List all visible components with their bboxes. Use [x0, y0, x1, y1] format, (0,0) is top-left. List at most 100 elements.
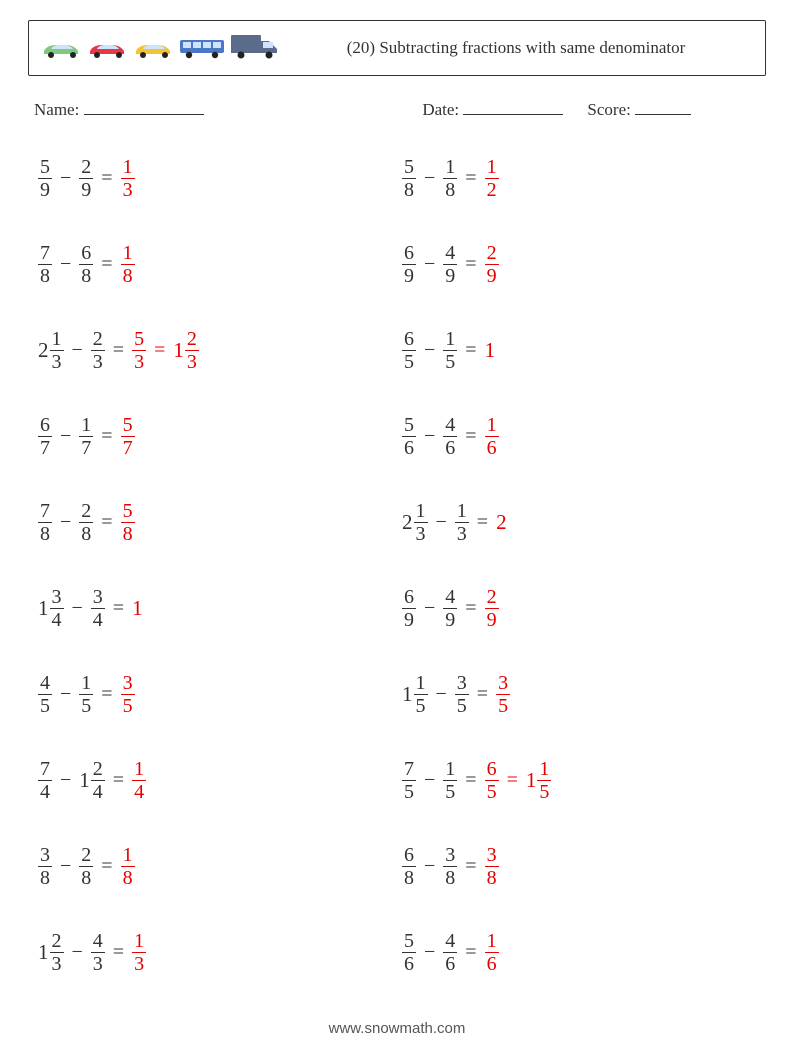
equals-sign: = [105, 598, 132, 618]
answer-integer: 2 [496, 512, 507, 533]
problem-row: 74−124=14 [38, 756, 402, 804]
problem-row: 134−34=1 [38, 584, 402, 632]
fraction: 13 [414, 500, 428, 545]
answer-integer: 1 [485, 340, 496, 361]
equals-sign: = [93, 426, 120, 446]
header-box: (20) Subtracting fractions with same den… [28, 20, 766, 76]
car-icon [179, 37, 225, 64]
name-label: Name: [34, 100, 79, 119]
fraction: 12 [485, 156, 499, 201]
fraction: 56 [402, 930, 416, 975]
equals-sign: = [457, 770, 484, 790]
fraction: 23 [185, 328, 199, 373]
fraction: 65 [485, 758, 499, 803]
footer-url: www.snowmath.com [0, 1020, 794, 1037]
equals-sign: = [93, 856, 120, 876]
whole-part: 1 [38, 942, 50, 963]
fraction: 29 [79, 156, 93, 201]
problem-row: 65−15=1 [402, 326, 766, 374]
minus-op: − [416, 856, 443, 876]
car-icon [229, 33, 279, 64]
equals-sign: = [93, 168, 120, 188]
problem-row: 213−23=53=123 [38, 326, 402, 374]
equals-sign: = [457, 426, 484, 446]
fraction: 13 [455, 500, 469, 545]
name-field: Name: [34, 98, 422, 120]
meta-row: Name: Date: Score: [34, 98, 760, 120]
fraction: 38 [485, 844, 499, 889]
fraction: 28 [79, 844, 93, 889]
fraction: 29 [485, 242, 499, 287]
fraction: 69 [402, 242, 416, 287]
minus-op: − [416, 254, 443, 274]
fraction: 16 [485, 414, 499, 459]
whole-part: 1 [402, 684, 414, 705]
equals-sign: = [457, 942, 484, 962]
equals-sign: = [457, 340, 484, 360]
fraction: 34 [91, 586, 105, 631]
problem-row: 69−49=29 [402, 584, 766, 632]
fraction: 49 [443, 586, 457, 631]
whole-part: 2 [38, 340, 50, 361]
fraction: 15 [537, 758, 551, 803]
fraction: 38 [38, 844, 52, 889]
fraction: 17 [79, 414, 93, 459]
minus-op: − [416, 340, 443, 360]
fraction: 56 [402, 414, 416, 459]
equals-sign: = [105, 942, 132, 962]
minus-op: − [428, 512, 455, 532]
car-icon [41, 41, 83, 64]
cars-decoration [41, 33, 279, 64]
problems-col-left: 59−29=1378−68=18213−23=53=12367−17=5778−… [28, 154, 402, 976]
problem-row: 68−38=38 [402, 842, 766, 890]
minus-op: − [416, 426, 443, 446]
fraction: 28 [79, 500, 93, 545]
fraction: 24 [91, 758, 105, 803]
problem-row: 58−18=12 [402, 154, 766, 202]
fraction: 75 [402, 758, 416, 803]
equals-sign: = [146, 340, 173, 360]
fraction: 58 [121, 500, 135, 545]
name-blank [84, 98, 204, 115]
minus-op: − [64, 942, 91, 962]
fraction: 46 [443, 414, 457, 459]
problem-row: 78−68=18 [38, 240, 402, 288]
problem-row: 45−15=35 [38, 670, 402, 718]
fraction: 35 [121, 672, 135, 717]
car-icon [133, 41, 175, 64]
score-label: Score: [587, 100, 630, 119]
problem-row: 213−13=2 [402, 498, 766, 546]
minus-op: − [416, 168, 443, 188]
fraction: 15 [414, 672, 428, 717]
whole-part: 1 [526, 770, 538, 791]
fraction: 18 [443, 156, 457, 201]
equals-sign: = [93, 254, 120, 274]
minus-op: − [52, 168, 79, 188]
fraction: 35 [496, 672, 510, 717]
equals-sign: = [469, 684, 496, 704]
fraction: 78 [38, 500, 52, 545]
minus-op: − [64, 340, 91, 360]
fraction: 13 [121, 156, 135, 201]
score-blank [635, 98, 691, 115]
minus-op: − [52, 684, 79, 704]
minus-op: − [416, 598, 443, 618]
minus-op: − [52, 770, 79, 790]
fraction: 34 [50, 586, 64, 631]
answer-integer: 1 [132, 598, 143, 619]
equals-sign: = [469, 512, 496, 532]
minus-op: − [52, 426, 79, 446]
problem-row: 38−28=18 [38, 842, 402, 890]
car-icon [87, 41, 129, 64]
fraction: 15 [443, 328, 457, 373]
minus-op: − [416, 770, 443, 790]
problem-row: 123−43=13 [38, 928, 402, 976]
minus-op: − [64, 598, 91, 618]
fraction: 53 [132, 328, 146, 373]
minus-op: − [52, 512, 79, 532]
fraction: 59 [38, 156, 52, 201]
problem-row: 67−17=57 [38, 412, 402, 460]
fraction: 18 [121, 844, 135, 889]
whole-part: 1 [38, 598, 50, 619]
fraction: 69 [402, 586, 416, 631]
